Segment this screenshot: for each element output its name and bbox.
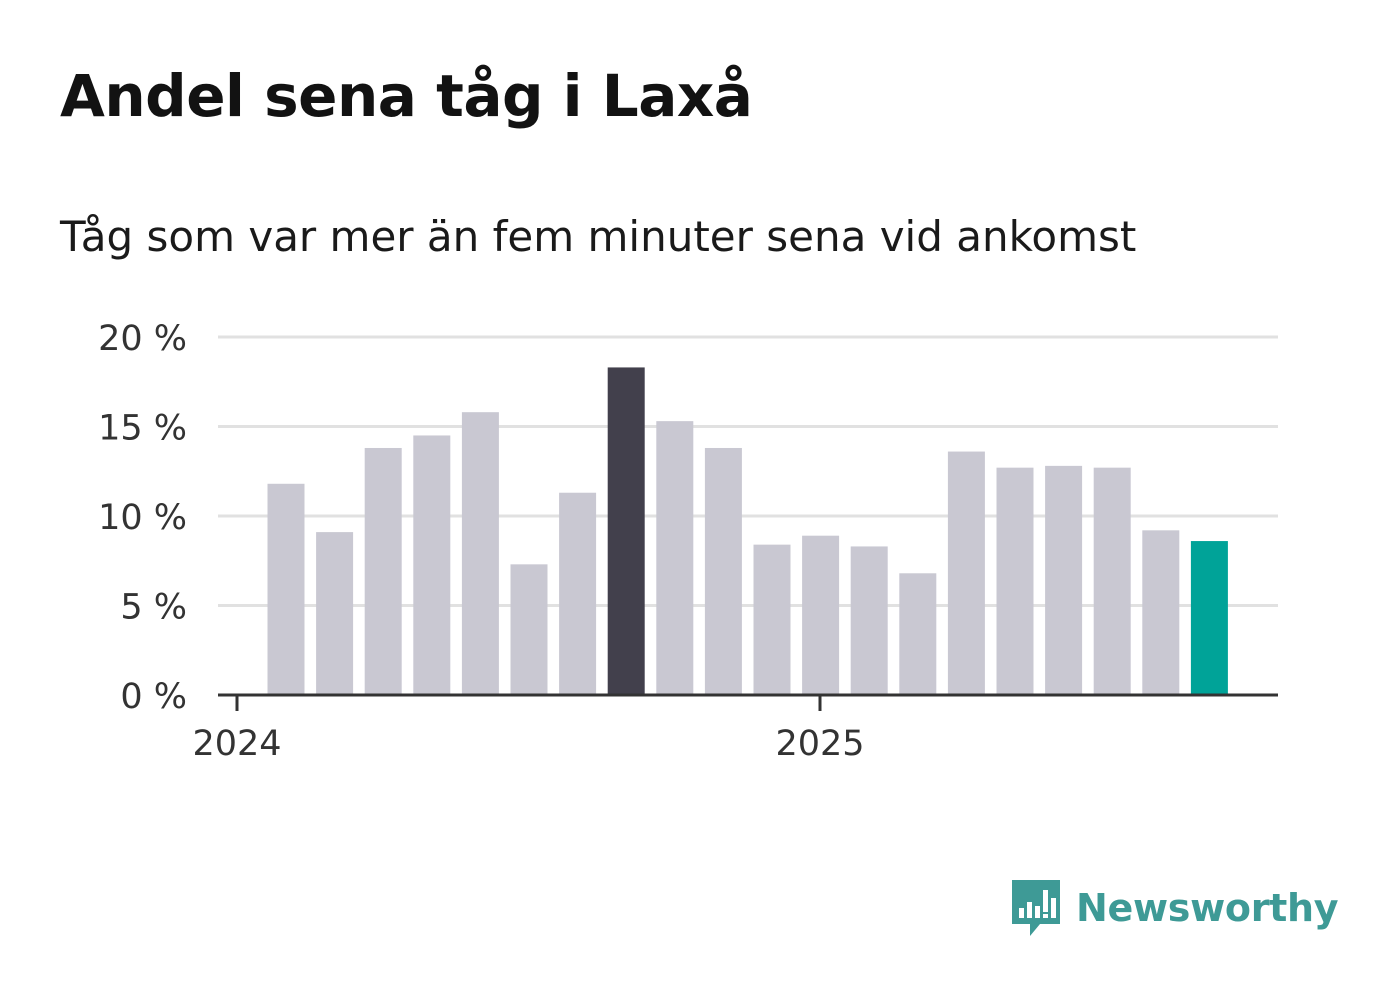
y-tick-label: 5 % bbox=[120, 588, 187, 628]
bar bbox=[267, 483, 305, 695]
x-tick-label: 2024 bbox=[192, 724, 281, 764]
bar bbox=[704, 447, 742, 695]
bar bbox=[559, 492, 597, 695]
brand-name: Newsworthy bbox=[1076, 886, 1339, 930]
bar bbox=[899, 573, 937, 695]
bar bbox=[413, 435, 451, 695]
bar bbox=[1093, 467, 1131, 695]
y-tick-label: 20 % bbox=[98, 319, 187, 359]
bar bbox=[850, 546, 888, 695]
y-tick-label: 10 % bbox=[98, 498, 187, 538]
bar bbox=[364, 447, 402, 695]
bar bbox=[510, 564, 548, 695]
y-tick-label: 0 % bbox=[120, 677, 187, 717]
bar bbox=[1045, 465, 1083, 695]
bar bbox=[753, 544, 791, 695]
x-tick-label: 2025 bbox=[775, 724, 864, 764]
newsworthy-chart-bubble-icon bbox=[1012, 880, 1060, 936]
bar bbox=[1190, 541, 1228, 695]
chart-title: Andel sena tåg i Laxå bbox=[60, 62, 753, 130]
bar bbox=[607, 367, 645, 695]
bar bbox=[656, 421, 694, 695]
bar bbox=[461, 412, 499, 695]
newsworthy-logo: Newsworthy bbox=[1010, 878, 1339, 938]
bar bbox=[802, 535, 840, 695]
bar bbox=[947, 451, 985, 695]
bar bbox=[316, 532, 354, 695]
bar bbox=[1142, 530, 1180, 695]
bar bbox=[996, 467, 1034, 695]
chart-subtitle: Tåg som var mer än fem minuter sena vid … bbox=[60, 212, 1137, 261]
y-tick-label: 15 % bbox=[98, 409, 187, 449]
